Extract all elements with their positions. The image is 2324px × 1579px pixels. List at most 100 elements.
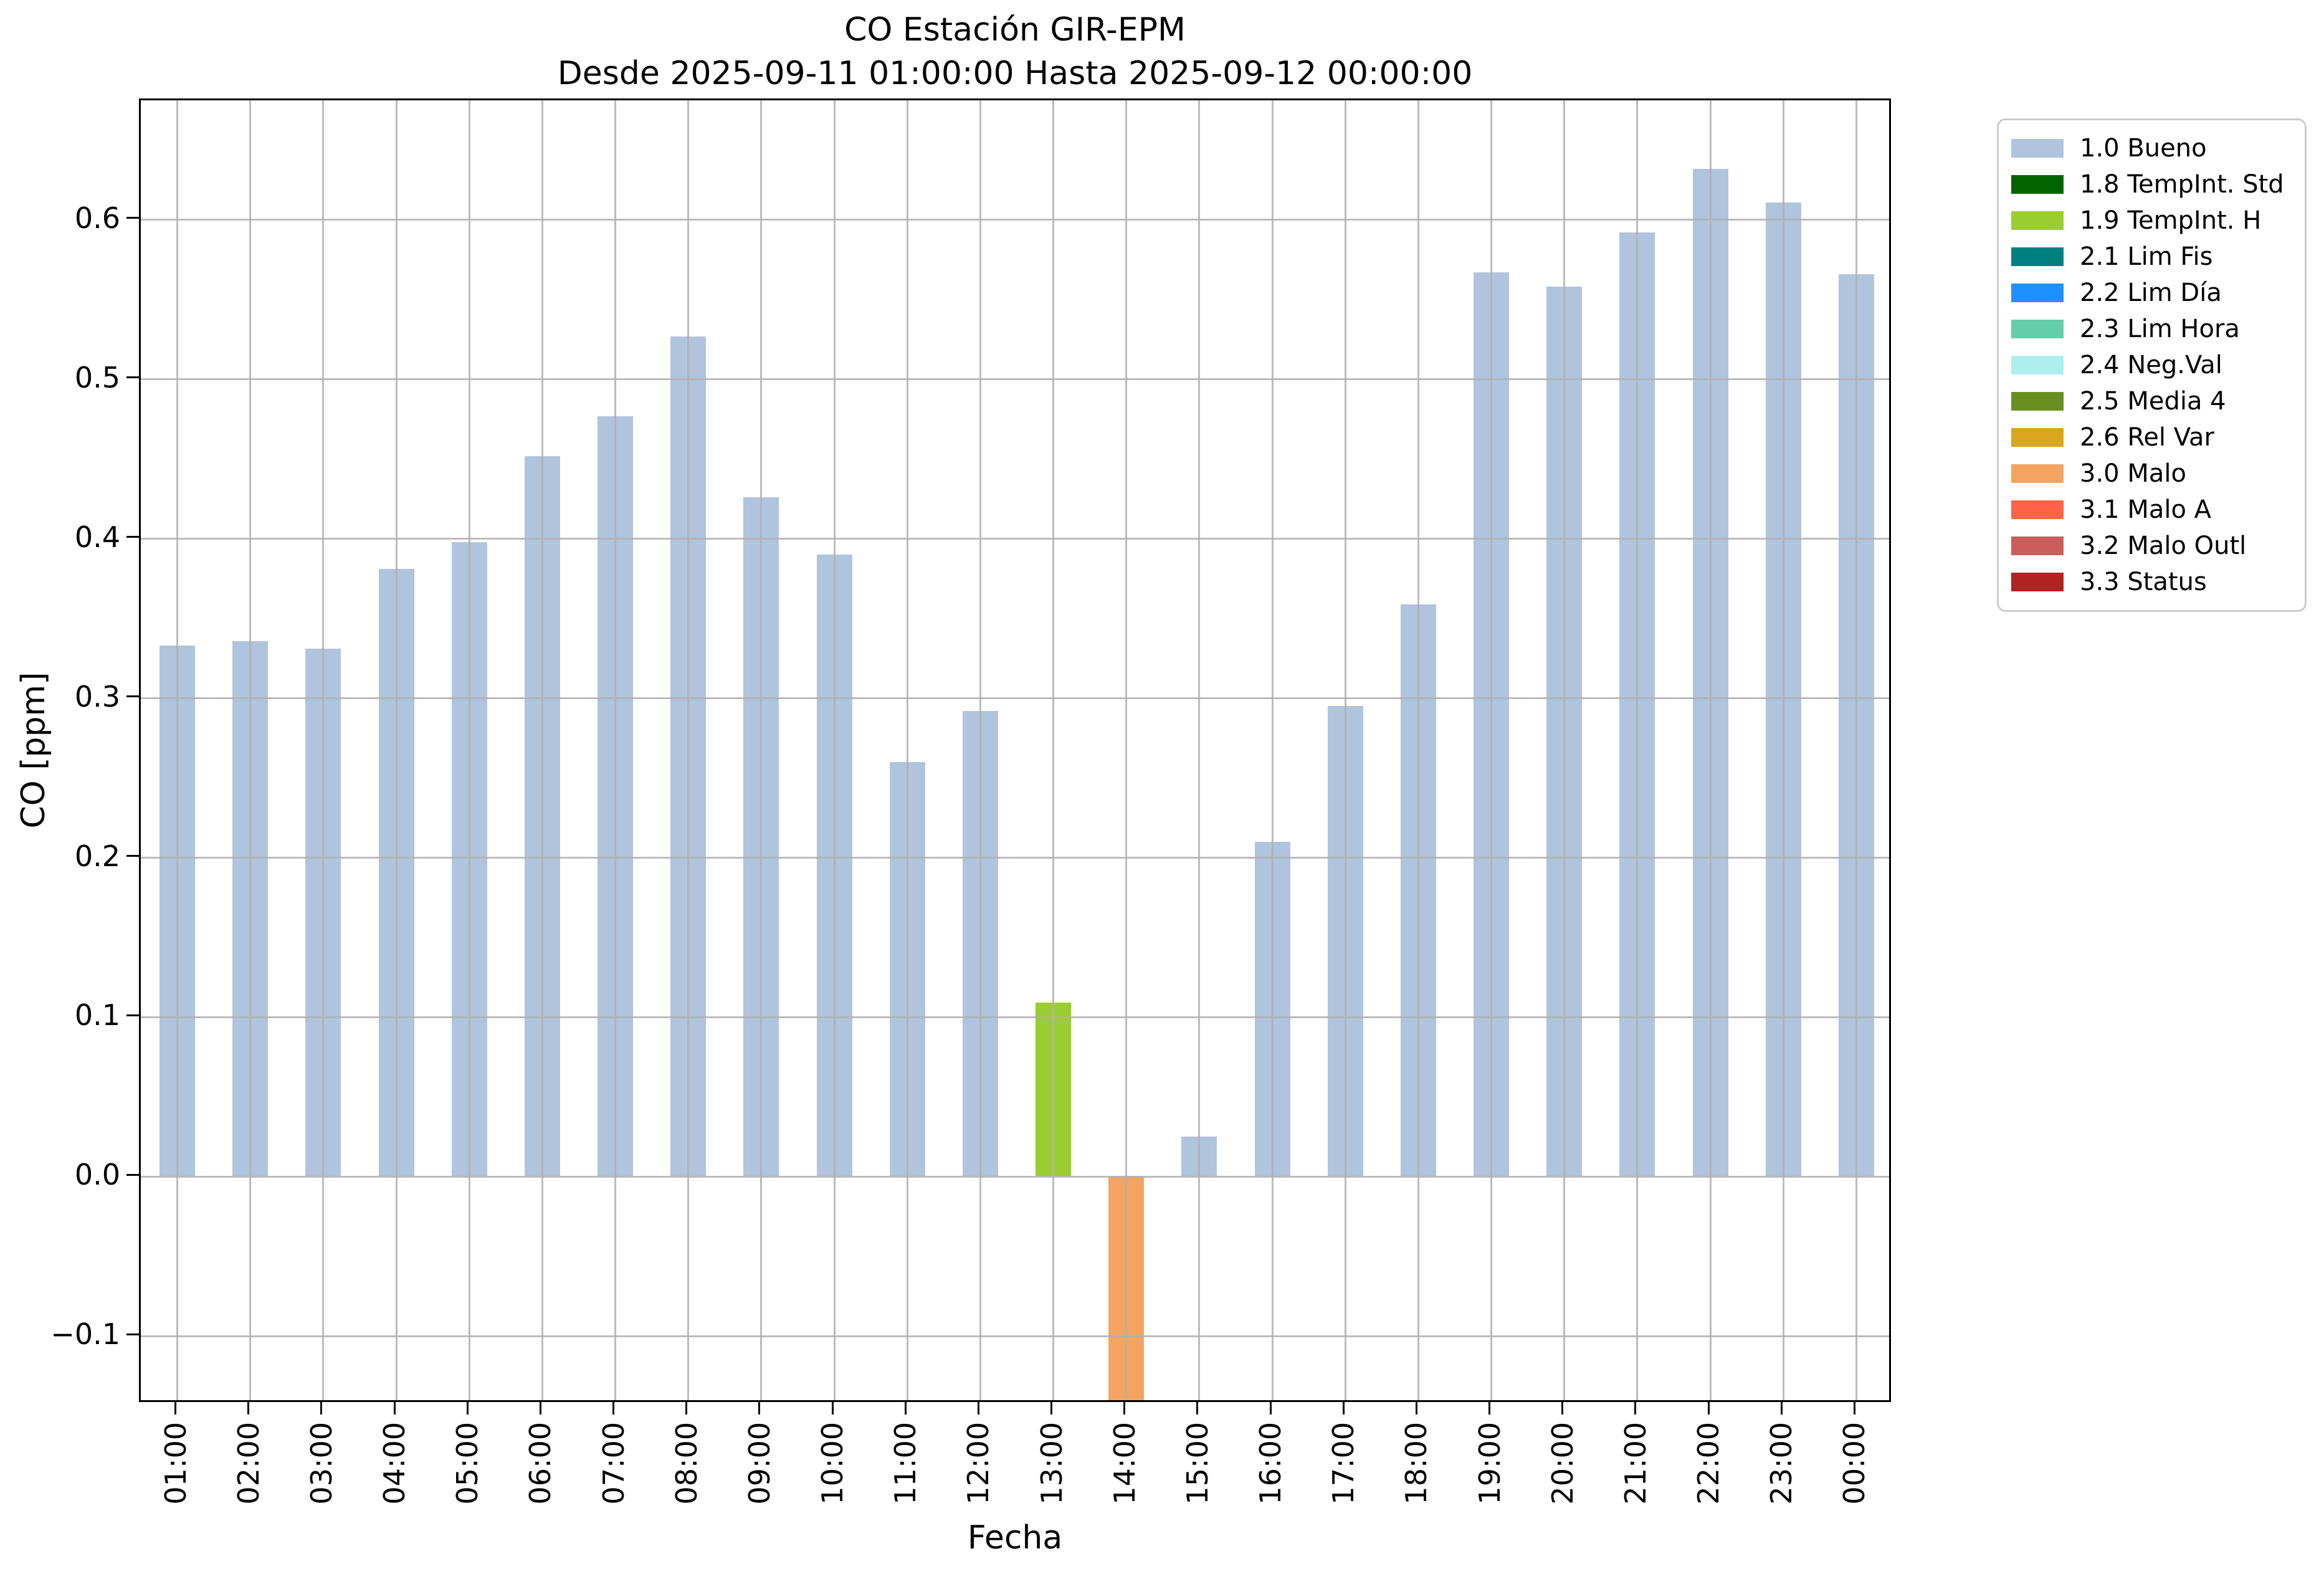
v-gridline-11:00 (906, 100, 908, 1400)
legend-label: 1.8 TempInt. Std (2080, 170, 2284, 199)
h-gridline-0.0 (141, 1175, 1889, 1178)
legend-item: 3.0 Malo (2011, 456, 2296, 492)
x-tick-mark (1342, 1402, 1345, 1414)
legend-label: 2.3 Lim Hora (2080, 315, 2240, 343)
v-gridline-01:00 (176, 100, 179, 1400)
x-tick-mark (247, 1402, 250, 1414)
x-tick-label: 05:00 (450, 1422, 485, 1505)
legend-item: 2.4 Neg.Val (2011, 347, 2296, 383)
v-gridline-14:00 (1125, 100, 1128, 1400)
x-tick-mark (1196, 1402, 1199, 1414)
x-axis-label: Fecha (967, 1519, 1063, 1557)
h-gridline-0.5 (141, 378, 1889, 381)
legend-label: 2.6 Rel Var (2080, 423, 2214, 452)
x-tick-label: 10:00 (816, 1422, 850, 1505)
x-tick-label: 09:00 (742, 1422, 776, 1505)
v-gridline-06:00 (541, 100, 543, 1400)
x-tick-label: 22:00 (1692, 1422, 1726, 1505)
y-tick-label: −0.1 (50, 1317, 120, 1352)
legend-item: 3.2 Malo Outl (2011, 528, 2296, 564)
x-tick-label: 16:00 (1254, 1422, 1288, 1505)
x-tick-mark (320, 1402, 323, 1414)
legend-swatch (2011, 356, 2064, 374)
y-tick-mark (126, 1173, 139, 1176)
plot-area (139, 98, 1891, 1402)
y-tick-mark (126, 376, 139, 379)
v-gridline-15:00 (1198, 100, 1201, 1400)
legend-swatch (2011, 537, 2064, 555)
x-tick-label: 01:00 (158, 1422, 193, 1505)
legend-swatch (2011, 500, 2064, 519)
legend-swatch (2011, 392, 2064, 411)
x-tick-label: 15:00 (1180, 1422, 1214, 1505)
x-tick-mark (393, 1402, 396, 1414)
legend-label: 2.5 Media 4 (2080, 387, 2226, 416)
v-gridline-19:00 (1490, 100, 1493, 1400)
v-gridline-18:00 (1417, 100, 1419, 1400)
x-tick-label: 12:00 (961, 1422, 996, 1505)
legend-swatch (2011, 320, 2064, 338)
y-tick-label: 0.1 (74, 998, 120, 1033)
x-tick-mark (758, 1402, 761, 1414)
x-tick-mark (685, 1402, 688, 1414)
x-tick-label: 21:00 (1618, 1422, 1652, 1505)
plot-inner (141, 100, 1889, 1400)
v-gridline-08:00 (687, 100, 690, 1400)
y-tick-label: 0.4 (74, 520, 120, 554)
legend-swatch (2011, 464, 2064, 483)
x-tick-label: 06:00 (523, 1422, 558, 1505)
x-tick-label: 17:00 (1326, 1422, 1361, 1505)
x-tick-mark (612, 1402, 615, 1414)
v-gridline-13:00 (1052, 100, 1055, 1400)
h-gridline-0.2 (141, 857, 1889, 859)
x-tick-label: 11:00 (888, 1422, 923, 1505)
v-gridline-09:00 (760, 100, 763, 1400)
v-gridline-02:00 (249, 100, 252, 1400)
v-gridline-17:00 (1344, 100, 1346, 1400)
v-gridline-12:00 (979, 100, 981, 1400)
y-tick-label: 0.3 (74, 679, 120, 713)
legend-swatch (2011, 284, 2064, 302)
v-gridline-00:00 (1855, 100, 1857, 1400)
x-tick-mark (539, 1402, 541, 1414)
x-tick-mark (466, 1402, 469, 1414)
y-axis-label: CO [ppm] (15, 672, 52, 829)
x-tick-label: 08:00 (669, 1422, 703, 1505)
legend-label: 3.2 Malo Outl (2080, 532, 2247, 560)
x-tick-mark (1707, 1402, 1710, 1414)
x-tick-mark (174, 1402, 177, 1414)
legend-item: 1.8 TempInt. Std (2011, 166, 2296, 203)
v-gridline-04:00 (395, 100, 398, 1400)
legend-item: 3.1 Malo A (2011, 492, 2296, 528)
x-tick-mark (1780, 1402, 1783, 1414)
legend-label: 2.2 Lim Día (2080, 279, 2222, 307)
h-gridline-0.1 (141, 1016, 1889, 1018)
v-gridline-22:00 (1709, 100, 1712, 1400)
v-gridline-20:00 (1563, 100, 1566, 1400)
y-tick-mark (126, 217, 139, 219)
legend-swatch (2011, 428, 2064, 447)
x-tick-label: 13:00 (1034, 1422, 1069, 1505)
x-tick-label: 03:00 (304, 1422, 338, 1505)
v-gridline-05:00 (468, 100, 470, 1400)
x-tick-label: 04:00 (378, 1422, 412, 1505)
x-tick-label: 07:00 (596, 1422, 631, 1505)
legend-item: 1.0 Bueno (2011, 130, 2296, 166)
y-tick-label: 0.2 (74, 839, 120, 873)
x-tick-label: 19:00 (1472, 1422, 1507, 1505)
legend-swatch (2011, 175, 2064, 194)
legend-label: 3.1 Malo A (2080, 495, 2212, 524)
legend: 1.0 Bueno 1.8 TempInt. Std 1.9 TempInt. H 2… (1997, 118, 2307, 612)
x-tick-label: 14:00 (1107, 1422, 1141, 1505)
y-tick-mark (126, 1014, 139, 1016)
y-tick-label: 0.0 (74, 1158, 120, 1192)
x-tick-label: 23:00 (1764, 1422, 1799, 1505)
legend-swatch (2011, 139, 2064, 158)
legend-label: 1.9 TempInt. H (2080, 206, 2262, 235)
v-gridline-16:00 (1271, 100, 1274, 1400)
x-tick-label: 18:00 (1399, 1422, 1434, 1505)
legend-label: 2.4 Neg.Val (2080, 351, 2222, 379)
v-gridline-03:00 (322, 100, 325, 1400)
v-gridline-10:00 (833, 100, 836, 1400)
